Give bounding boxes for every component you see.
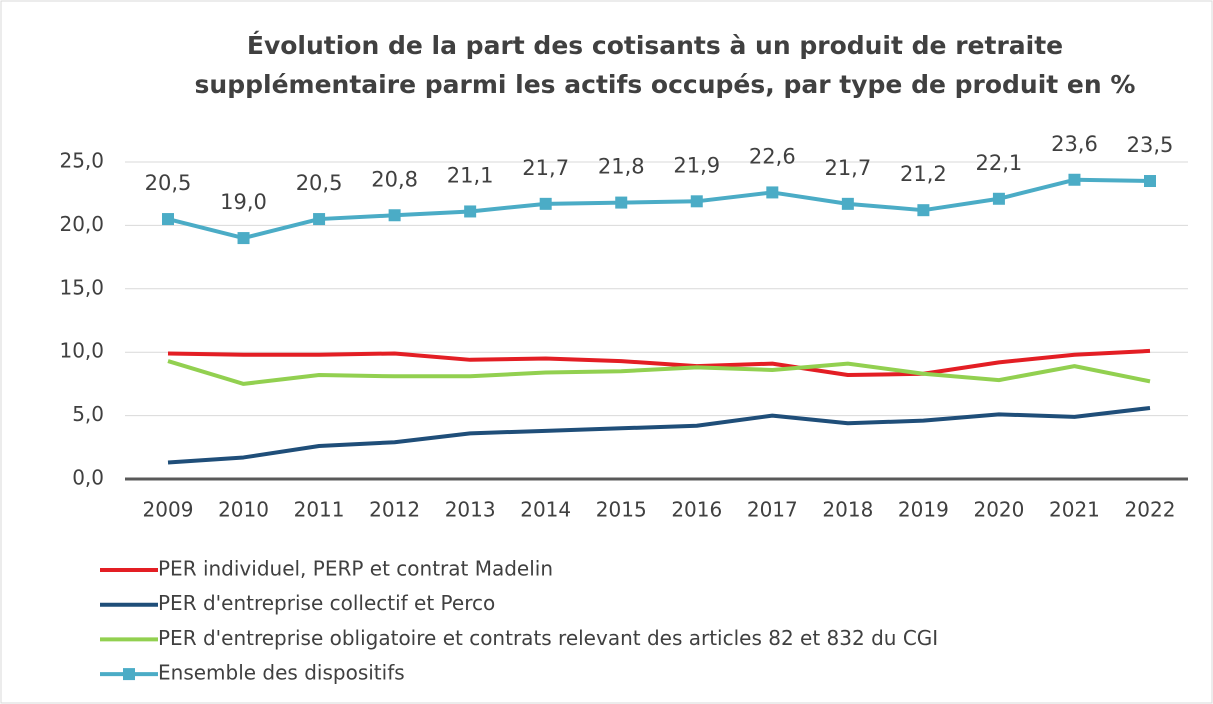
data-label: 21,7 — [522, 156, 569, 180]
data-label: 19,0 — [220, 190, 267, 214]
x-tick-label: 2011 — [294, 498, 345, 522]
x-tick-label: 2016 — [671, 498, 722, 522]
data-label: 23,5 — [1127, 133, 1174, 157]
marker — [237, 232, 250, 245]
data-label: 21,8 — [598, 155, 645, 179]
x-tick-label: 2017 — [747, 498, 798, 522]
chart-title: supplémentaire parmi les actifs occupés,… — [195, 70, 1136, 99]
legend-label: PER individuel, PERP et contrat Madelin — [158, 557, 553, 581]
marker — [992, 192, 1005, 205]
x-tick-label: 2014 — [520, 498, 571, 522]
x-tick-label: 2020 — [973, 498, 1024, 522]
data-label: 20,8 — [371, 167, 418, 191]
marker — [917, 204, 930, 217]
legend-marker — [123, 668, 135, 681]
line — [167, 406, 1151, 465]
marker — [388, 209, 401, 222]
x-tick-label: 2013 — [445, 498, 496, 522]
y-tick-label: 15,0 — [59, 275, 104, 299]
chart-title: Évolution de la part des cotisants à un … — [247, 31, 1063, 60]
x-tick-label: 2022 — [1125, 498, 1176, 522]
marker — [1068, 173, 1081, 186]
y-tick-label: 10,0 — [59, 339, 104, 363]
line — [167, 348, 1151, 378]
x-tick-label: 2009 — [143, 498, 194, 522]
line — [167, 177, 1151, 241]
y-tick-label: 0,0 — [72, 466, 104, 490]
y-tick-label: 25,0 — [59, 149, 104, 173]
data-label: 22,6 — [749, 144, 796, 168]
line — [167, 359, 1151, 386]
marker — [1144, 175, 1156, 188]
marker — [690, 195, 703, 208]
marker — [464, 205, 477, 218]
x-tick-label: 2015 — [596, 498, 647, 522]
legend-label: PER d'entreprise collectif et Perco — [158, 591, 495, 615]
data-label: 21,7 — [824, 156, 871, 180]
marker — [539, 197, 552, 210]
marker — [162, 213, 174, 226]
legend-label: Ensemble des dispositifs — [158, 661, 405, 685]
data-label: 20,5 — [145, 171, 192, 195]
data-label: 20,5 — [296, 171, 343, 195]
x-tick-label: 2021 — [1049, 498, 1100, 522]
data-label: 23,6 — [1051, 132, 1098, 156]
data-label: 21,1 — [447, 163, 494, 187]
data-label: 22,1 — [976, 151, 1023, 175]
marker — [841, 197, 854, 210]
marker — [766, 186, 779, 199]
data-label: 21,9 — [673, 153, 720, 177]
y-tick-label: 20,0 — [59, 212, 104, 236]
y-tick-label: 5,0 — [72, 402, 104, 426]
x-tick-label: 2010 — [218, 498, 269, 522]
data-label: 21,2 — [900, 162, 947, 186]
x-tick-label: 2012 — [369, 498, 420, 522]
legend-label: PER d'entreprise obligatoire et contrats… — [158, 626, 938, 650]
x-tick-label: 2018 — [822, 498, 873, 522]
marker — [313, 213, 326, 226]
marker — [615, 196, 628, 209]
x-tick-label: 2019 — [898, 498, 949, 522]
